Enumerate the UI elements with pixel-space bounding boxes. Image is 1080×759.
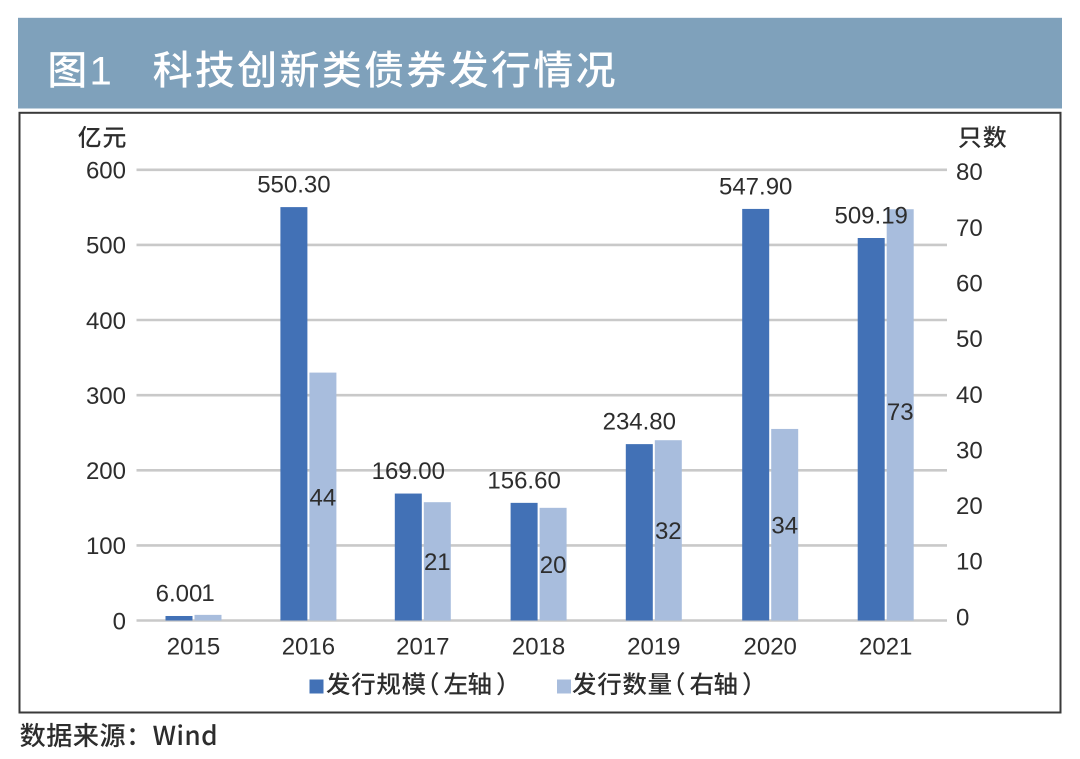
svg-text:60: 60 (956, 270, 983, 297)
svg-text:2020: 2020 (744, 634, 797, 661)
svg-text:44: 44 (310, 484, 337, 511)
svg-text:300: 300 (86, 383, 126, 410)
svg-text:234.80: 234.80 (603, 409, 676, 436)
svg-text:2015: 2015 (167, 634, 220, 661)
svg-text:40: 40 (956, 382, 983, 409)
svg-text:30: 30 (956, 437, 983, 464)
svg-text:0: 0 (956, 604, 969, 631)
svg-text:156.60: 156.60 (487, 467, 560, 494)
svg-text:547.90: 547.90 (719, 173, 792, 200)
svg-text:80: 80 (956, 159, 983, 186)
svg-text:2021: 2021 (859, 634, 912, 661)
svg-text:1: 1 (90, 49, 112, 93)
svg-text:10: 10 (956, 549, 983, 576)
svg-text:73: 73 (887, 399, 914, 426)
svg-text:6.00: 6.00 (156, 581, 203, 608)
svg-text:400: 400 (86, 308, 126, 335)
svg-text:509.19: 509.19 (834, 203, 907, 230)
svg-text:600: 600 (86, 158, 126, 185)
svg-text:70: 70 (956, 215, 983, 242)
svg-text:34: 34 (771, 513, 798, 540)
svg-text:2016: 2016 (282, 634, 335, 661)
svg-text:0: 0 (113, 608, 126, 635)
svg-text:500: 500 (86, 233, 126, 260)
svg-text:169.00: 169.00 (372, 458, 445, 485)
svg-text:50: 50 (956, 326, 983, 353)
svg-text:2017: 2017 (396, 634, 449, 661)
svg-text:20: 20 (956, 493, 983, 520)
svg-text:20: 20 (540, 552, 567, 579)
svg-text:1: 1 (201, 580, 214, 607)
svg-text:2019: 2019 (627, 634, 680, 661)
svg-text:550.30: 550.30 (257, 172, 330, 199)
svg-text:32: 32 (655, 518, 682, 545)
svg-text:100: 100 (86, 533, 126, 560)
svg-text:21: 21 (424, 549, 451, 576)
svg-text:2018: 2018 (512, 634, 565, 661)
svg-text:200: 200 (86, 458, 126, 485)
